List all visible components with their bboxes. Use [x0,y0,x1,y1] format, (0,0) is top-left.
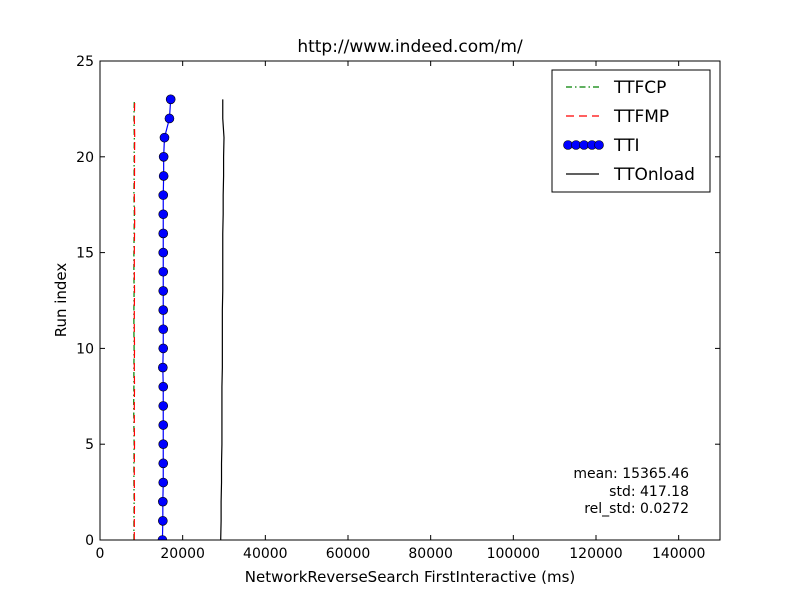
x-tick-label: 60000 [326,546,371,562]
data-point-tti [158,343,169,354]
x-tick-label: 140000 [652,546,705,562]
x-axis: 0 20000 40000 60000 80000 100000 120000 140000 [96,61,705,562]
x-tick-label: 40000 [243,546,288,562]
x-tick-label: 80000 [408,546,453,562]
data-point-tti [158,286,169,296]
data-point-tti [158,420,169,430]
legend-label-tti: TTI [613,136,639,156]
stat-rel-std: rel_std: 0.0272 [584,501,689,517]
data-point-tti [164,113,175,124]
y-tick-label: 0 [85,533,94,549]
legend-marker-tti [571,140,581,150]
data-point-tti [157,535,168,540]
data-point-tti [158,362,168,373]
data-point-tti [158,381,169,392]
data-point-tti [158,516,168,526]
x-tick-label: 120000 [569,546,622,562]
data-point-tti [159,132,170,143]
y-tick-label: 15 [76,246,94,262]
x-tick-label: 20000 [160,546,205,562]
legend-marker-tti [594,140,604,150]
data-point-tti [158,324,169,335]
series-line-tti [161,99,172,540]
data-point-tti [158,439,169,450]
y-tick-label: 5 [85,437,94,453]
legend-label-ttfmp: TTFMP [613,107,669,127]
legend-label-ttonload: TTOnload [613,165,695,185]
stat-mean: mean: 15365.46 [573,466,689,482]
data-point-tti [158,190,169,200]
stat-std: std: 417.18 [609,484,689,500]
data-point-tti [158,496,168,507]
stats-annotation: mean: 15365.46 std: 417.18 rel_std: 0.02… [573,466,689,517]
series-line-ttonload [220,99,225,540]
plot-area [133,94,225,540]
data-point-tti [158,228,169,239]
data-point-tti [158,152,169,162]
data-point-tti [158,305,169,315]
plot-frame [99,60,721,541]
data-point-tti [158,209,169,220]
data-point-tti [158,477,169,488]
y-axis-label: Run index [52,263,70,338]
x-axis-label: NetworkReverseSearch FirstInteractive (m… [245,568,576,586]
y-tick-label: 25 [76,54,94,70]
data-point-tti [158,266,169,277]
data-point-tti [158,171,169,181]
y-tick-label: 10 [76,341,94,357]
data-point-tti [158,247,169,258]
series-layer [133,94,225,540]
legend: TTFCP TTFMP TTI TTOnload [551,69,711,193]
chart-title: http://www.indeed.com/m/ [297,37,523,57]
data-point-tti [158,458,169,469]
y-axis: 0 5 10 15 20 25 [76,54,720,549]
data-point-tti [158,401,169,411]
legend-box [551,69,711,193]
y-tick-label: 20 [76,150,94,166]
data-point-tti [165,94,176,105]
x-tick-label: 100000 [487,546,540,562]
x-tick-label: 0 [96,546,105,562]
legend-label-ttfcp: TTFCP [613,78,666,98]
legend-marker-tti [563,140,573,150]
legend-marker-tti [579,140,589,150]
